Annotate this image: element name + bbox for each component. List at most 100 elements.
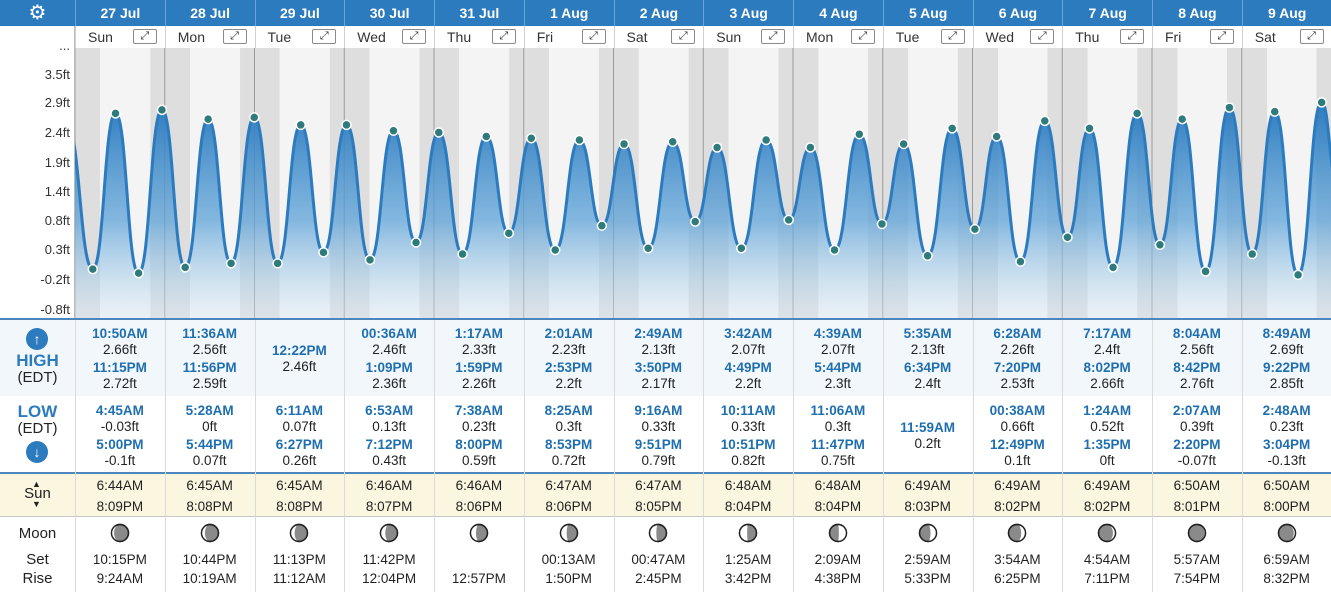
low-height: 0.23ft <box>461 419 496 434</box>
sunrise-time: 6:49AM <box>1083 478 1131 493</box>
low-tide-entry: 6:27PM 0.26ft <box>255 437 345 469</box>
high-tide-entry: 9:22PM 2.85ft <box>1242 360 1331 392</box>
tide-point <box>295 119 306 131</box>
sunrise-time: 6:44AM <box>96 478 144 493</box>
moon-phase-icon <box>828 523 848 543</box>
low-label: LOW <box>17 402 58 421</box>
tide-point <box>1200 266 1211 277</box>
high-time: 4:49PM <box>724 360 772 375</box>
low-time: 1:24AM <box>1083 403 1132 418</box>
tide-point <box>1107 262 1119 273</box>
high-tide-entry: 11:15PM 2.72ft <box>75 360 165 392</box>
day-name: Sat <box>626 29 648 45</box>
high-time: 5:44PM <box>814 360 862 375</box>
high-tide-entry: 8:04AM 2.56ft <box>1152 326 1242 358</box>
tide-point <box>225 258 237 269</box>
expand-icon[interactable]: ⤢ <box>491 29 516 44</box>
high-height: 2.3ft <box>824 376 852 391</box>
sunset-time: 8:02PM <box>994 499 1041 514</box>
expand-icon[interactable]: ⤢ <box>581 29 606 44</box>
low-time: 11:06AM <box>810 403 866 418</box>
low-height: 0.39ft <box>1179 419 1214 434</box>
sun-times: 6:49AM 8:02PM <box>973 475 1063 517</box>
low-tide-entry: 7:12PM 0.43ft <box>344 437 434 469</box>
day-name: Sun <box>88 29 113 45</box>
low-time: 7:12PM <box>365 437 413 452</box>
sun-label: Sun <box>24 485 51 502</box>
high-height: 2.26ft <box>461 376 496 391</box>
date-header: 2 Aug <box>613 0 704 26</box>
sunrise-time: 6:50AM <box>1173 478 1221 493</box>
low-tide-entry: 10:51PM 0.82ft <box>703 437 793 469</box>
sunrise-time: 6:48AM <box>814 478 862 493</box>
expand-icon[interactable]: ⤢ <box>1299 29 1324 44</box>
sun-times: 6:47AM 8:05PM <box>614 475 704 517</box>
day-header: Fri ⤢ <box>1152 26 1242 48</box>
sun-times: 6:49AM 8:03PM <box>883 475 973 517</box>
low-time: 8:00PM <box>455 437 503 452</box>
low-height: 0.72ft <box>551 453 586 468</box>
expand-icon[interactable]: ⤢ <box>222 29 247 44</box>
moon-phase-icon <box>200 523 219 543</box>
high-height: 2.59ft <box>192 376 227 391</box>
high-time: 1:59PM <box>455 360 503 375</box>
column-line <box>1241 320 1243 592</box>
expand-icon[interactable]: ⤢ <box>761 29 785 44</box>
expand-icon[interactable]: ⤢ <box>402 29 426 44</box>
low-time: 11:47PM <box>810 437 865 452</box>
low-time: 00:38AM <box>989 403 1046 418</box>
expand-icon[interactable]: ⤢ <box>671 29 696 44</box>
column-line <box>434 320 435 592</box>
sunset-time: 8:01PM <box>1173 499 1221 514</box>
tide-point <box>481 131 492 142</box>
high-height: 2.23ft <box>551 342 586 357</box>
date-header: 30 Jul <box>344 0 434 26</box>
moonrise-time: 8:32PM <box>1263 571 1310 586</box>
tide-point <box>829 244 840 256</box>
high-tide-entry: 2:01AM 2.23ft <box>524 326 614 358</box>
expand-icon[interactable]: ⤢ <box>1120 29 1144 44</box>
tide-point <box>922 250 933 262</box>
sunrise-time: 6:46AM <box>365 478 413 493</box>
tide-point <box>1154 239 1166 251</box>
moonrise-time: 5:33PM <box>904 571 951 586</box>
low-tide-entry: 1:24AM 0.52ft <box>1062 403 1152 435</box>
low-tide-entry: 6:11AM 0.07ft <box>255 403 345 435</box>
low-height: 0.79ft <box>641 453 676 468</box>
gear-icon[interactable]: ⚙ <box>28 2 47 24</box>
high-timezone: (EDT) <box>17 369 58 386</box>
tide-chart <box>75 48 1331 318</box>
date-header: 4 Aug <box>793 0 883 26</box>
expand-icon[interactable]: ⤢ <box>1209 29 1234 44</box>
high-tide-entry: 8:49AM 2.69ft <box>1242 326 1331 358</box>
expand-icon[interactable]: ⤢ <box>850 29 875 44</box>
high-time: 1:09PM <box>365 360 413 375</box>
column-line <box>972 320 974 592</box>
expand-icon[interactable]: ⤢ <box>132 29 157 44</box>
low-time: 3:04PM <box>1262 437 1311 452</box>
column-line <box>882 320 884 592</box>
sunset-time: 8:02PM <box>1083 499 1131 514</box>
high-height: 2.33ft <box>461 342 496 357</box>
high-height: 2.2ft <box>555 376 582 391</box>
expand-icon[interactable]: ⤢ <box>940 29 965 44</box>
tide-point <box>760 134 772 146</box>
sunrise-time: 6:49AM <box>994 478 1041 493</box>
high-tide-entry: 7:17AM 2.4ft <box>1062 326 1152 358</box>
moon-phase-icon <box>290 523 309 543</box>
low-time: 6:27PM <box>275 437 324 452</box>
tide-point <box>736 243 747 254</box>
tide-point <box>526 133 537 144</box>
low-tide-entry: 2:48AM 0.23ft <box>1242 403 1331 435</box>
expand-icon[interactable]: ⤢ <box>1030 29 1055 44</box>
expand-icon[interactable]: ⤢ <box>312 29 337 44</box>
low-height: -0.07ft <box>1177 453 1217 468</box>
tide-point <box>991 131 1002 142</box>
sun-times: 6:49AM 8:02PM <box>1062 475 1152 517</box>
divider <box>0 318 1331 320</box>
high-label: HIGH <box>16 351 59 370</box>
tide-point <box>642 243 654 254</box>
moonset-time: 00:47AM <box>631 552 686 567</box>
y-tick-label: 3.5ft <box>44 67 70 82</box>
high-tide-entry: 8:42PM 2.76ft <box>1152 360 1242 392</box>
